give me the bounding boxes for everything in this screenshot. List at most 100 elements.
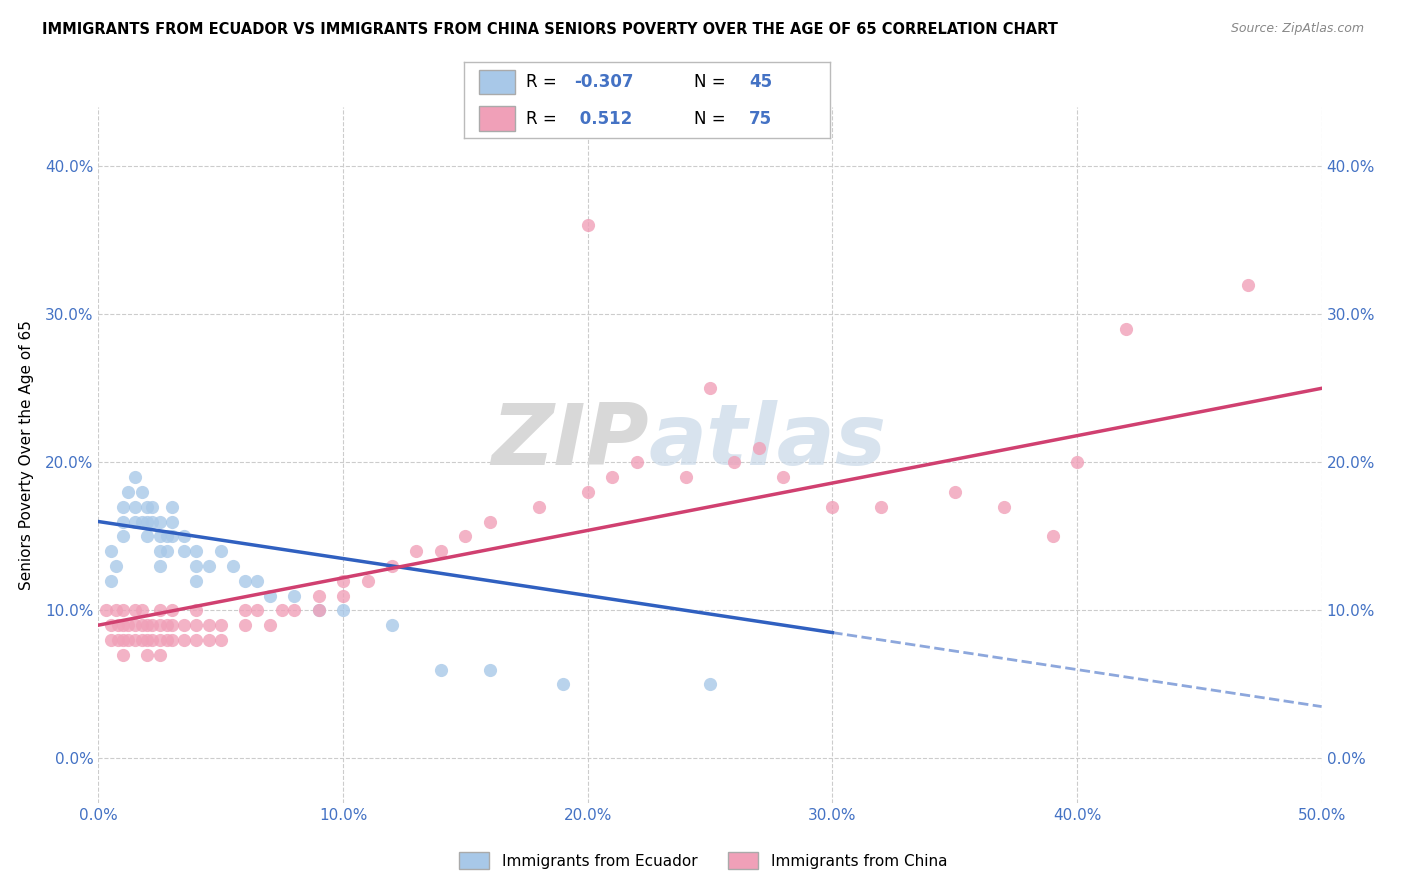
Point — [246, 603, 269, 617]
Point — [173, 544, 195, 558]
Point — [186, 603, 208, 617]
Point — [993, 500, 1015, 514]
Point — [124, 515, 146, 529]
Text: 75: 75 — [749, 110, 772, 128]
Point — [111, 603, 134, 617]
Point — [117, 618, 139, 632]
Point — [197, 618, 219, 632]
Point — [173, 632, 195, 647]
Point — [111, 515, 134, 529]
FancyBboxPatch shape — [478, 70, 515, 95]
Point — [111, 529, 134, 543]
Text: 0.512: 0.512 — [574, 110, 631, 128]
Point — [156, 544, 179, 558]
Point — [233, 618, 256, 632]
Point — [772, 470, 794, 484]
Point — [553, 677, 575, 691]
Point — [209, 544, 232, 558]
Point — [356, 574, 378, 588]
Point — [246, 574, 269, 588]
Point — [600, 470, 623, 484]
Text: Source: ZipAtlas.com: Source: ZipAtlas.com — [1230, 22, 1364, 36]
Point — [699, 677, 721, 691]
Point — [233, 603, 256, 617]
Text: atlas: atlas — [650, 400, 887, 483]
Point — [136, 500, 159, 514]
Point — [222, 558, 245, 573]
Point — [870, 500, 893, 514]
Point — [308, 603, 330, 617]
Point — [186, 618, 208, 632]
Point — [117, 484, 139, 499]
Point — [173, 618, 195, 632]
Point — [454, 529, 477, 543]
Point — [173, 529, 195, 543]
Point — [124, 603, 146, 617]
Point — [160, 500, 183, 514]
Point — [308, 589, 330, 603]
Y-axis label: Seniors Poverty Over the Age of 65: Seniors Poverty Over the Age of 65 — [18, 320, 34, 590]
Point — [141, 515, 163, 529]
Point — [124, 632, 146, 647]
Point — [136, 618, 159, 632]
Point — [259, 589, 281, 603]
Point — [430, 544, 453, 558]
Text: N =: N = — [695, 110, 731, 128]
Point — [100, 574, 122, 588]
Point — [124, 500, 146, 514]
Point — [332, 574, 354, 588]
Point — [283, 603, 305, 617]
Point — [626, 455, 648, 469]
Point — [149, 603, 172, 617]
Point — [111, 618, 134, 632]
Point — [405, 544, 427, 558]
Point — [332, 603, 354, 617]
Point — [107, 632, 129, 647]
Point — [699, 381, 721, 395]
Point — [270, 603, 294, 617]
Point — [160, 603, 183, 617]
Point — [160, 515, 183, 529]
Point — [100, 632, 122, 647]
Point — [111, 632, 134, 647]
Point — [141, 632, 163, 647]
Point — [332, 589, 354, 603]
Point — [675, 470, 697, 484]
Point — [100, 618, 122, 632]
Point — [186, 558, 208, 573]
Point — [748, 441, 770, 455]
Text: ZIP: ZIP — [491, 400, 650, 483]
Point — [723, 455, 745, 469]
Point — [1066, 455, 1088, 469]
Point — [136, 515, 159, 529]
Point — [821, 500, 844, 514]
Point — [131, 603, 153, 617]
Point — [186, 632, 208, 647]
Point — [149, 558, 172, 573]
Text: 45: 45 — [749, 73, 772, 91]
Point — [104, 558, 127, 573]
Point — [104, 603, 127, 617]
Point — [131, 515, 153, 529]
Point — [149, 618, 172, 632]
Point — [259, 618, 281, 632]
Point — [943, 484, 966, 499]
Text: R =: R = — [526, 73, 562, 91]
Point — [107, 618, 129, 632]
Point — [527, 500, 550, 514]
Point — [209, 632, 232, 647]
Point — [149, 632, 172, 647]
Point — [136, 632, 159, 647]
Point — [283, 589, 305, 603]
Point — [308, 603, 330, 617]
Point — [141, 618, 163, 632]
Point — [156, 618, 179, 632]
Point — [131, 618, 153, 632]
Point — [1237, 277, 1260, 292]
Point — [131, 484, 153, 499]
Text: -0.307: -0.307 — [574, 73, 633, 91]
Point — [117, 632, 139, 647]
Point — [209, 618, 232, 632]
Point — [576, 484, 599, 499]
Point — [233, 574, 256, 588]
